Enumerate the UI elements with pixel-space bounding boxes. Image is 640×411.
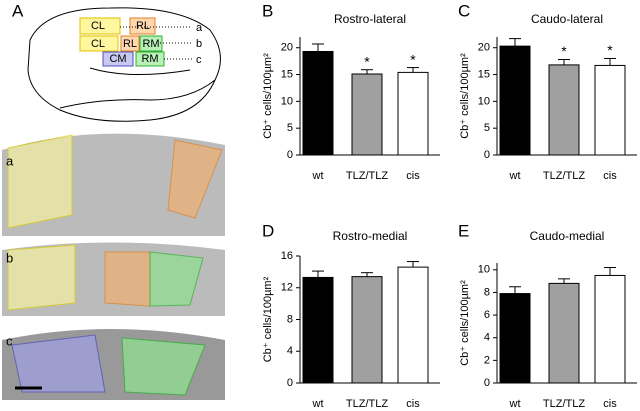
region-label: CL: [91, 38, 105, 50]
region-label: CL: [91, 20, 105, 32]
y-tick-label: 0: [287, 377, 293, 389]
bar: [548, 282, 580, 384]
x-tick-label: cis: [406, 398, 420, 410]
panel-label: C: [458, 1, 470, 20]
y-axis-label: Cb⁺ cells/100µm²: [459, 53, 471, 139]
x-tick-label: cis: [603, 398, 617, 410]
y-tick-label: 10: [281, 95, 293, 107]
chart-title: Caudo-lateral: [531, 12, 603, 26]
y-tick-label: 10: [478, 95, 490, 107]
section-region: [104, 251, 151, 307]
y-tick-label: 2: [484, 354, 490, 366]
region: [79, 17, 121, 35]
x-tick-label: wt: [312, 398, 324, 410]
line-label: a: [196, 22, 203, 34]
chart-title: Caudo-medial: [530, 229, 605, 243]
section-region: [149, 251, 204, 307]
y-tick-label: 12: [281, 282, 293, 294]
x-tick-label: cis: [603, 170, 617, 182]
y-axis-label: Cb⁺ cells/100µm²: [262, 53, 274, 139]
significance-label: *: [561, 43, 567, 59]
bar: [499, 293, 531, 384]
panel-a-drawing: [2, 7, 225, 400]
line-label: b: [196, 38, 202, 50]
bar: [351, 73, 383, 156]
region-label: RL: [136, 20, 150, 32]
y-tick-label: 4: [287, 345, 293, 357]
chart-title: Rostro-lateral: [334, 12, 406, 26]
x-tick-label: cis: [406, 170, 420, 182]
region: [102, 51, 134, 67]
significance-label: *: [364, 53, 370, 69]
region-label: RM: [142, 38, 159, 50]
y-tick-label: 8: [287, 313, 293, 325]
y-tick-label: 5: [484, 122, 490, 134]
y-tick-label: 0: [484, 149, 490, 161]
section-region: [167, 139, 223, 219]
section-region: [7, 134, 73, 229]
section-label: c: [6, 333, 13, 348]
line-label: c: [196, 54, 202, 66]
x-tick-label: wt: [509, 398, 521, 410]
bar: [302, 276, 334, 384]
y-tick-label: 16: [281, 250, 293, 262]
region-label: RL: [123, 38, 137, 50]
region-label: CM: [109, 53, 126, 65]
panel-label: B: [262, 1, 273, 20]
section-label: b: [6, 250, 13, 265]
y-tick-label: 20: [281, 42, 293, 54]
bar: [397, 266, 429, 384]
x-tick-label: TLZ/TLZ: [543, 170, 585, 182]
region: [79, 35, 119, 52]
panel-label: A: [12, 1, 24, 20]
y-tick-label: 5: [287, 122, 293, 134]
bar: [351, 276, 383, 384]
y-tick-label: 6: [484, 309, 490, 321]
region: [139, 35, 163, 52]
region: [129, 17, 156, 35]
x-tick-label: TLZ/TLZ: [346, 170, 388, 182]
significance-label: *: [410, 51, 416, 67]
y-tick-label: 10: [478, 264, 490, 276]
bar: [548, 64, 580, 156]
section-label: a: [6, 153, 14, 168]
bar: [397, 71, 429, 156]
y-tick-label: 0: [287, 149, 293, 161]
region-label: RM: [141, 53, 158, 65]
section-region: [121, 337, 206, 396]
y-tick-label: 15: [281, 68, 293, 80]
significance-label: *: [607, 42, 613, 58]
section-region: [11, 334, 106, 393]
bar: [302, 50, 334, 156]
panel-label: D: [262, 221, 274, 240]
section-region: [7, 244, 76, 311]
y-tick-label: 20: [478, 42, 490, 54]
bar: [594, 274, 626, 384]
y-tick-label: 8: [484, 286, 490, 298]
bar: [594, 64, 626, 156]
y-tick-label: 0: [484, 377, 490, 389]
y-axis-label: Cb⁺ cells/100µm²: [459, 280, 471, 366]
brain-line: [89, 67, 191, 76]
region: [120, 35, 140, 52]
x-tick-label: TLZ/TLZ: [543, 398, 585, 410]
bar: [499, 45, 531, 156]
x-tick-label: TLZ/TLZ: [346, 398, 388, 410]
chart-title: Rostro-medial: [333, 229, 408, 243]
brain-line: [59, 79, 216, 109]
y-tick-label: 4: [484, 332, 490, 344]
y-tick-label: 15: [478, 68, 490, 80]
x-tick-label: wt: [509, 170, 521, 182]
panel-label: E: [458, 221, 469, 240]
y-axis-label: Cb⁺ cells/100µm²: [262, 276, 274, 362]
x-tick-label: wt: [312, 170, 324, 182]
